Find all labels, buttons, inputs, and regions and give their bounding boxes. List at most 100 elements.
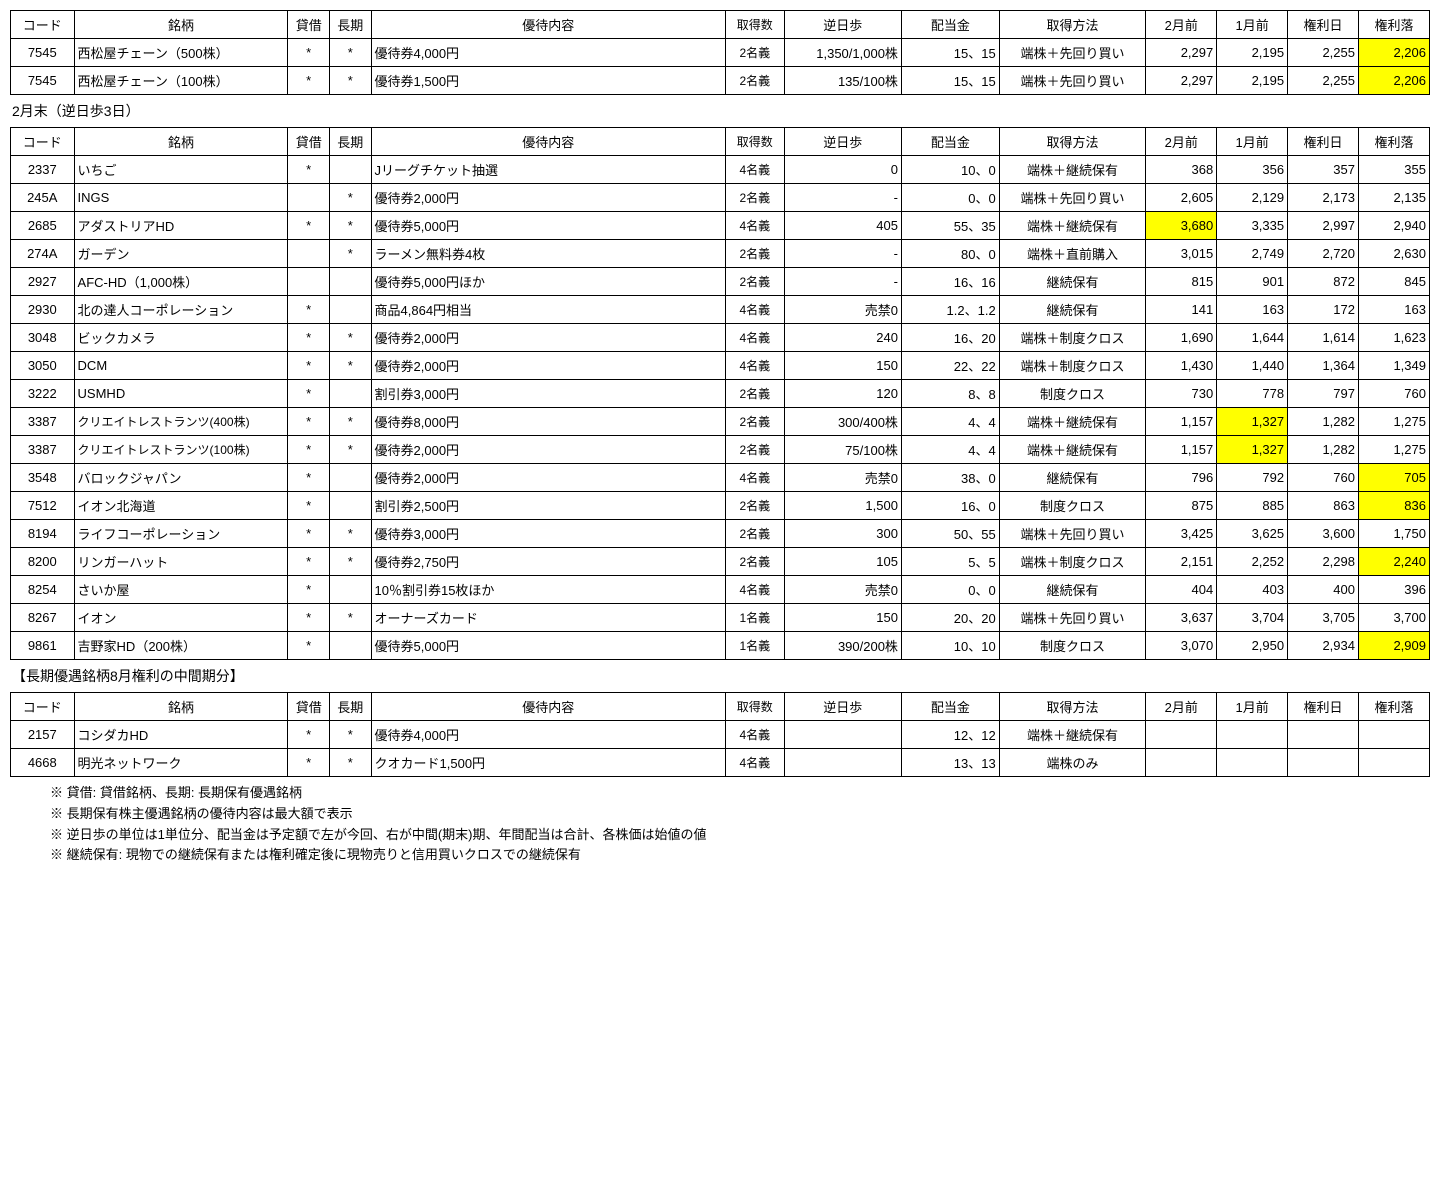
cell-p2: 796: [1146, 464, 1217, 492]
cell-pr: 2,173: [1288, 184, 1359, 212]
cell-lt: [329, 380, 371, 408]
cell-gh: 0: [784, 156, 901, 184]
cell-p1: 2,252: [1217, 548, 1288, 576]
header-acq: 取得数: [725, 11, 784, 39]
header-p2: 2月前: [1146, 11, 1217, 39]
header-pr: 権利日: [1288, 11, 1359, 39]
cell-lt: [329, 268, 371, 296]
cell-p1: 885: [1217, 492, 1288, 520]
table-row: 2930北の達人コーポレーション*商品4,864円相当4名義売禁01.2、1.2…: [11, 296, 1430, 324]
cell-acq: 4名義: [725, 721, 784, 749]
cell-acq: 2名義: [725, 436, 784, 464]
cell-lt: [329, 492, 371, 520]
cell-yutai: オーナーズカード: [371, 604, 725, 632]
cell-code: 7545: [11, 67, 75, 95]
cell-pf: 1,275: [1358, 436, 1429, 464]
cell-pr: 1,282: [1288, 408, 1359, 436]
header-p1: 1月前: [1217, 11, 1288, 39]
cell-p2: [1146, 721, 1217, 749]
header-tk: 貸借: [288, 11, 330, 39]
cell-code: 3387: [11, 408, 75, 436]
cell-div: 16、20: [901, 324, 999, 352]
cell-p1: 356: [1217, 156, 1288, 184]
header-lt: 長期: [329, 693, 371, 721]
cell-tk: *: [288, 156, 330, 184]
cell-yutai: 優待券5,000円ほか: [371, 268, 725, 296]
cell-lt: *: [329, 212, 371, 240]
cell-code: 3222: [11, 380, 75, 408]
header-div: 配当金: [901, 693, 999, 721]
cell-method: 端株＋継続保有: [999, 212, 1146, 240]
table-header: コード 銘柄 貸借 長期 優待内容 取得数 逆日歩 配当金 取得方法 2月前 1…: [11, 693, 1430, 721]
cell-div: 13、13: [901, 749, 999, 777]
cell-pf: 760: [1358, 380, 1429, 408]
cell-div: 22、22: [901, 352, 999, 380]
cell-pr: 2,934: [1288, 632, 1359, 660]
header-pr: 権利日: [1288, 693, 1359, 721]
cell-tk: *: [288, 324, 330, 352]
cell-name: USMHD: [74, 380, 288, 408]
table-row: 3548バロックジャパン*優待券2,000円4名義売禁038、0継続保有7967…: [11, 464, 1430, 492]
cell-div: 15、15: [901, 67, 999, 95]
header-tk: 貸借: [288, 128, 330, 156]
cell-div: 0、0: [901, 576, 999, 604]
cell-acq: 2名義: [725, 492, 784, 520]
cell-code: 8254: [11, 576, 75, 604]
cell-p2: 3,015: [1146, 240, 1217, 268]
cell-gh: [784, 721, 901, 749]
cell-gh: 1,500: [784, 492, 901, 520]
cell-method: 端株＋継続保有: [999, 156, 1146, 184]
cell-lt: [329, 464, 371, 492]
cell-yutai: 優待券4,000円: [371, 39, 725, 67]
cell-pr: 2,255: [1288, 67, 1359, 95]
cell-acq: 2名義: [725, 548, 784, 576]
cell-tk: *: [288, 352, 330, 380]
header-gh: 逆日歩: [784, 128, 901, 156]
cell-gh: 300/400株: [784, 408, 901, 436]
header-yutai: 優待内容: [371, 11, 725, 39]
cell-div: 50、55: [901, 520, 999, 548]
cell-acq: 2名義: [725, 268, 784, 296]
cell-yutai: 優待券5,000円: [371, 632, 725, 660]
cell-name: 西松屋チェーン（100株）: [74, 67, 288, 95]
cell-p2: 1,157: [1146, 408, 1217, 436]
cell-pr: 3,705: [1288, 604, 1359, 632]
cell-gh: 150: [784, 352, 901, 380]
cell-lt: *: [329, 324, 371, 352]
table-row: 7512イオン北海道*割引券2,500円2名義1,50016、0制度クロス875…: [11, 492, 1430, 520]
cell-pf: 396: [1358, 576, 1429, 604]
header-pf: 権利落: [1358, 11, 1429, 39]
cell-div: 10、0: [901, 156, 999, 184]
table-row: 245AINGS*優待券2,000円2名義-0、0端株＋先回り買い2,6052,…: [11, 184, 1430, 212]
cell-p1: 2,950: [1217, 632, 1288, 660]
cell-name: ガーデン: [74, 240, 288, 268]
footnote-line: ※ 逆日歩の単位は1単位分、配当金は予定額で左が今回、右が中間(期末)期、年間配…: [50, 825, 1430, 846]
cell-gh: 390/200株: [784, 632, 901, 660]
cell-tk: *: [288, 520, 330, 548]
cell-p1: 2,195: [1217, 67, 1288, 95]
header-lt: 長期: [329, 11, 371, 39]
cell-yutai: 割引券3,000円: [371, 380, 725, 408]
cell-method: 端株＋先回り買い: [999, 184, 1146, 212]
cell-p1: 1,644: [1217, 324, 1288, 352]
cell-pf: 2,909: [1358, 632, 1429, 660]
cell-tk: *: [288, 296, 330, 324]
footnote-line: ※ 長期保有株主優遇銘柄の優待内容は最大額で表示: [50, 804, 1430, 825]
cell-div: 15、15: [901, 39, 999, 67]
cell-acq: 2名義: [725, 39, 784, 67]
table-row: 3387クリエイトレストランツ(100株)**優待券2,000円2名義75/10…: [11, 436, 1430, 464]
cell-name: ライフコーポレーション: [74, 520, 288, 548]
cell-yutai: ラーメン無料券4枚: [371, 240, 725, 268]
cell-pf: 355: [1358, 156, 1429, 184]
cell-code: 2337: [11, 156, 75, 184]
header-lt: 長期: [329, 128, 371, 156]
cell-pr: [1288, 749, 1359, 777]
cell-pr: 1,364: [1288, 352, 1359, 380]
cell-name: イオン北海道: [74, 492, 288, 520]
cell-pf: 836: [1358, 492, 1429, 520]
cell-pf: 845: [1358, 268, 1429, 296]
table-body-1: 7545西松屋チェーン（500株）**優待券4,000円2名義1,350/1,0…: [11, 39, 1430, 95]
cell-name: DCM: [74, 352, 288, 380]
cell-div: 0、0: [901, 184, 999, 212]
cell-tk: *: [288, 576, 330, 604]
